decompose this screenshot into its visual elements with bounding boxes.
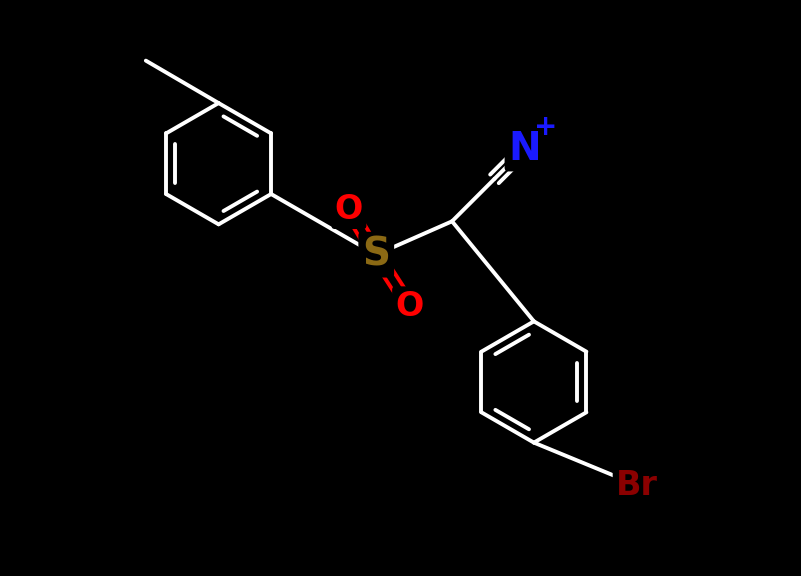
Text: O: O [396,290,424,323]
Text: +: + [534,113,557,141]
Text: N: N [509,130,541,168]
Text: Br: Br [616,468,658,502]
Text: S: S [362,236,390,274]
Text: O: O [335,193,363,226]
